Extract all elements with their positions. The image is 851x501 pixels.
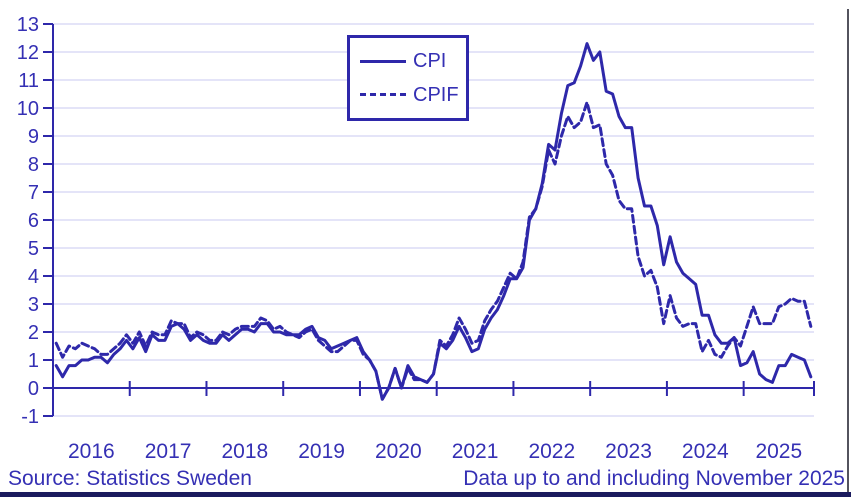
x-tick-label: 2016 <box>68 440 115 463</box>
cpi-solid-line-sample <box>360 59 406 63</box>
legend-label-cpi: CPI <box>413 50 447 73</box>
legend-item-cpif: CPIF <box>350 85 466 105</box>
x-tick-label: 2019 <box>298 440 345 463</box>
y-tick-label: 12 <box>17 42 39 64</box>
y-tick-label: 9 <box>28 126 39 148</box>
y-tick-label: 3 <box>28 294 39 316</box>
y-tick-label: 1 <box>28 350 39 372</box>
legend-label-cpif: CPIF <box>413 83 459 106</box>
x-tick-label: 2021 <box>452 440 499 463</box>
y-tick-label: 4 <box>28 266 39 288</box>
y-tick-label: -1 <box>21 406 39 428</box>
x-tick-label: 2017 <box>145 440 192 463</box>
x-tick-label: 2020 <box>375 440 422 463</box>
cpif-dashed-line-sample <box>360 93 406 97</box>
data-coverage-note: Data up to and including November 2025 <box>463 467 845 490</box>
x-tick-label: 2025 <box>755 440 802 463</box>
source-note: Source: Statistics Sweden <box>8 467 252 490</box>
y-tick-label: 13 <box>17 14 39 36</box>
y-tick-label: 11 <box>18 70 39 92</box>
legend-item-cpi: CPI <box>350 51 466 71</box>
y-tick-label: 10 <box>17 98 39 120</box>
chart-legend: CPI CPIF <box>347 35 469 121</box>
y-tick-label: 2 <box>28 322 39 344</box>
bottom-bar <box>0 492 851 497</box>
x-tick-label: 2023 <box>605 440 652 463</box>
y-tick-label: 5 <box>28 238 39 260</box>
y-tick-label: 7 <box>28 182 39 204</box>
y-tick-label: 8 <box>28 154 39 176</box>
x-tick-label: 2018 <box>221 440 268 463</box>
right-edge-line <box>847 9 849 493</box>
x-tick-label: 2022 <box>528 440 575 463</box>
y-tick-label: 6 <box>28 210 39 232</box>
y-tick-label: 0 <box>28 378 39 400</box>
cpif-line <box>54 100 813 401</box>
x-tick-label: 2024 <box>682 440 729 463</box>
